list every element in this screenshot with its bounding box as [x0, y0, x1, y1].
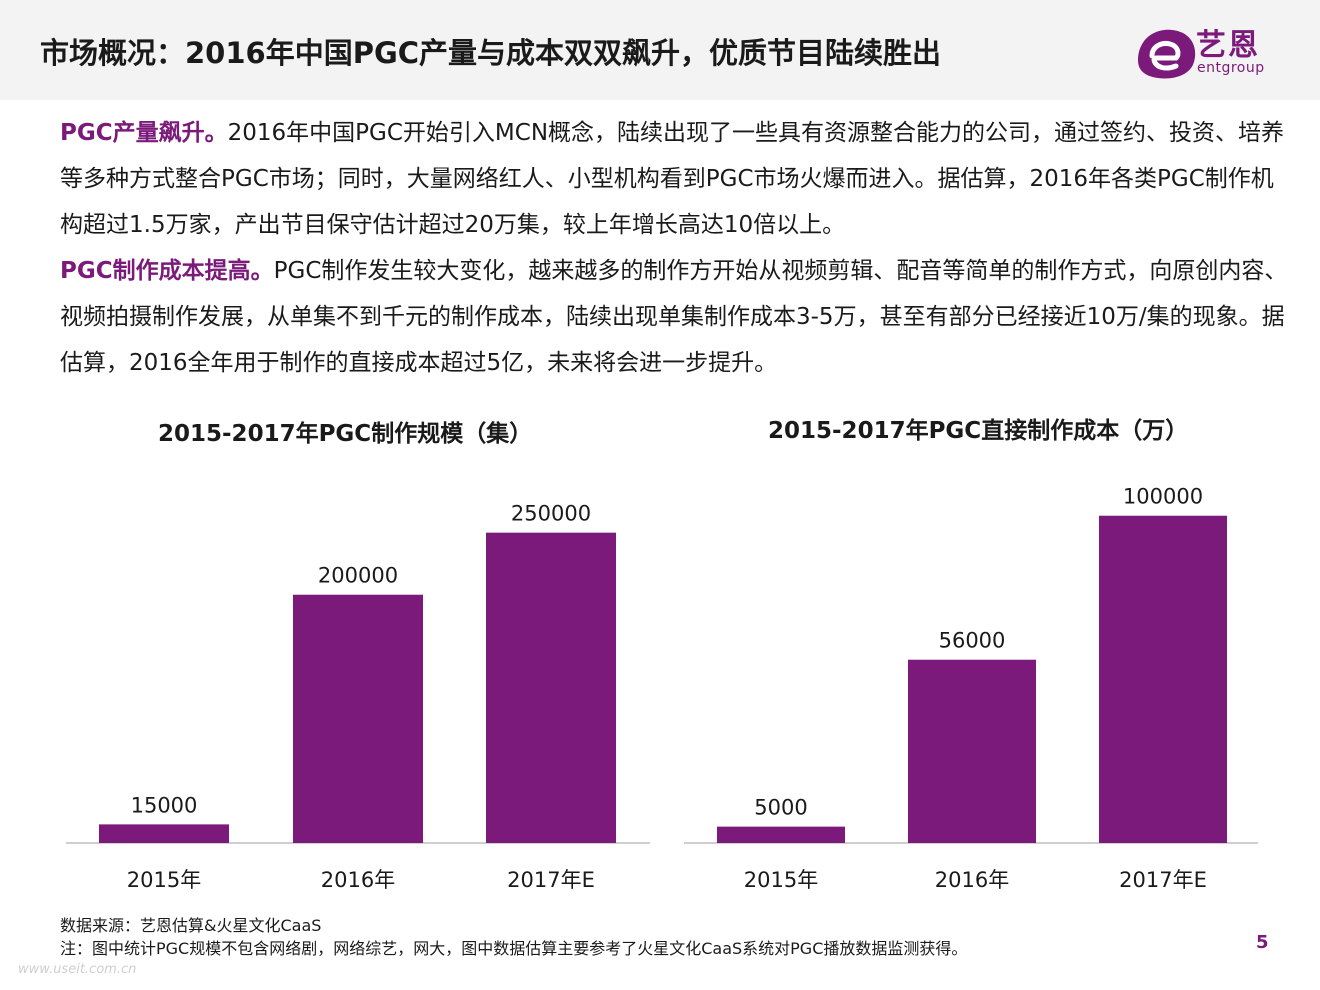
category-label: 2017年E: [1119, 868, 1207, 892]
category-label: 2017年E: [507, 868, 595, 892]
page-number: 5: [1256, 932, 1269, 953]
data-label: 100000: [1123, 485, 1203, 509]
footnote: 注：图中统计PGC规模不包含网络剧，网络综艺，网大，图中数据估算主要参考了火星文…: [60, 939, 968, 958]
entgroup-logo-icon: [1138, 29, 1196, 79]
brand-name: 艺恩: [1196, 28, 1260, 63]
brand-sub: entgroup: [1197, 60, 1265, 76]
source-note: 数据来源：艺恩估算&火星文化CaaS: [60, 916, 322, 935]
paragraph-highlight: PGC制作成本提高。: [60, 258, 274, 284]
chart-volume: 15000 2015年 200000 2016年 250000 2017年E: [66, 502, 650, 892]
category-label: 2015年: [127, 868, 201, 892]
header-bar: [0, 0, 1320, 100]
data-label: 56000: [939, 629, 1006, 653]
bar-2017年E: [486, 532, 616, 843]
summary-paragraphs: PGC产量飙升。2016年中国PGC开始引入MCN概念，陆续出现了一些具有资源整…: [60, 110, 1290, 386]
category-label: 2015年: [744, 868, 818, 892]
chart-title-volume: 2015-2017年PGC制作规模（集）: [158, 421, 533, 447]
data-label: 15000: [131, 793, 198, 817]
paragraph-output: PGC产量飙升。2016年中国PGC开始引入MCN概念，陆续出现了一些具有资源整…: [60, 110, 1290, 248]
data-label: 5000: [754, 796, 807, 820]
paragraph-cost: PGC制作成本提高。PGC制作发生较大变化，越来越多的制作方开始从视频剪辑、配音…: [60, 248, 1290, 386]
page-title: 市场概况：2016年中国PGC产量与成本双双飙升，优质节目陆续胜出: [40, 36, 942, 70]
paragraph-text: PGC制作发生较大变化，越来越多的制作方开始从视频剪辑、配音等简单的制作方式，向…: [60, 258, 1288, 376]
chart-cost: 5000 2015年 56000 2016年 100000 2017年E: [684, 485, 1258, 892]
category-label: 2016年: [321, 868, 395, 892]
data-label: 200000: [318, 564, 398, 588]
data-label: 250000: [511, 502, 591, 526]
chart-title-cost: 2015-2017年PGC直接制作成本（万）: [768, 418, 1189, 444]
paragraph-text: 2016年中国PGC开始引入MCN概念，陆续出现了一些具有资源整合能力的公司，通…: [60, 120, 1285, 238]
category-label: 2016年: [935, 868, 1009, 892]
paragraph-highlight: PGC产量飙升。: [60, 120, 228, 146]
bar-2017年E: [1099, 515, 1227, 843]
bar-2016年: [908, 659, 1036, 843]
bar-2016年: [293, 594, 423, 843]
bar-2015年: [99, 824, 229, 843]
watermark: www.useit.com.cn: [18, 962, 137, 977]
bar-2015年: [717, 826, 845, 843]
